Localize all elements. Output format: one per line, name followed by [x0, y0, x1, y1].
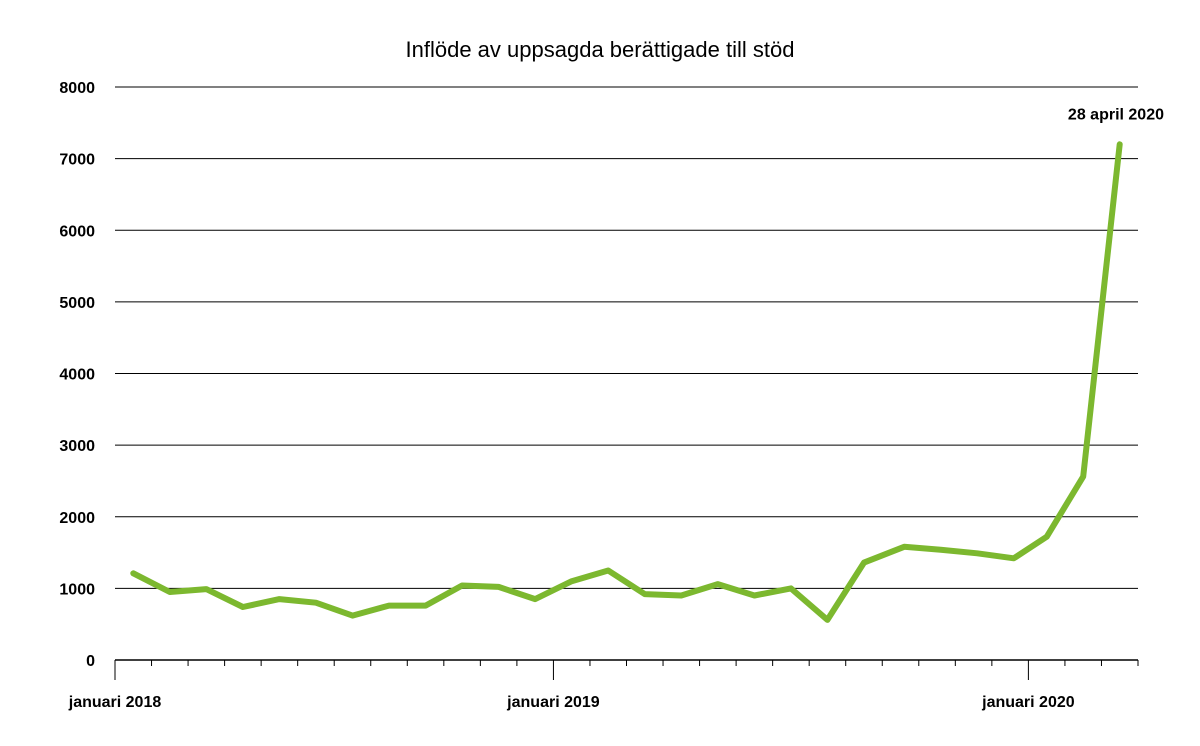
peak-annotation: 28 april 2020 [1068, 106, 1164, 123]
x-tick-label: januari 2019 [506, 694, 600, 711]
annotations: 28 april 2020 [1068, 106, 1164, 123]
x-tick-label: januari 2020 [981, 694, 1075, 711]
y-axis-tick-labels: 0 1000 2000 3000 4000 5000 6000 7000 8000 [59, 80, 95, 670]
y-tick-label: 7000 [59, 152, 95, 169]
y-tick-label: 4000 [59, 367, 95, 384]
y-tick-label: 2000 [59, 510, 95, 527]
chart-title: Inflöde av uppsagda berättigade till stö… [406, 37, 795, 62]
series-layer [130, 141, 1123, 623]
y-tick-label: 8000 [59, 80, 95, 97]
x-tick-label: januari 2018 [68, 694, 162, 711]
x-axis-tick-labels: januari 2018 januari 2019 januari 2020 [68, 694, 1075, 711]
y-tick-label: 3000 [59, 438, 95, 455]
y-tick-label: 6000 [59, 223, 95, 240]
gridlines [115, 86, 1138, 589]
y-tick-label: 1000 [59, 581, 95, 598]
y-tick-label: 5000 [59, 295, 95, 312]
x-axis [114, 659, 1139, 680]
series-line [130, 141, 1123, 623]
y-tick-label: 0 [86, 653, 95, 670]
